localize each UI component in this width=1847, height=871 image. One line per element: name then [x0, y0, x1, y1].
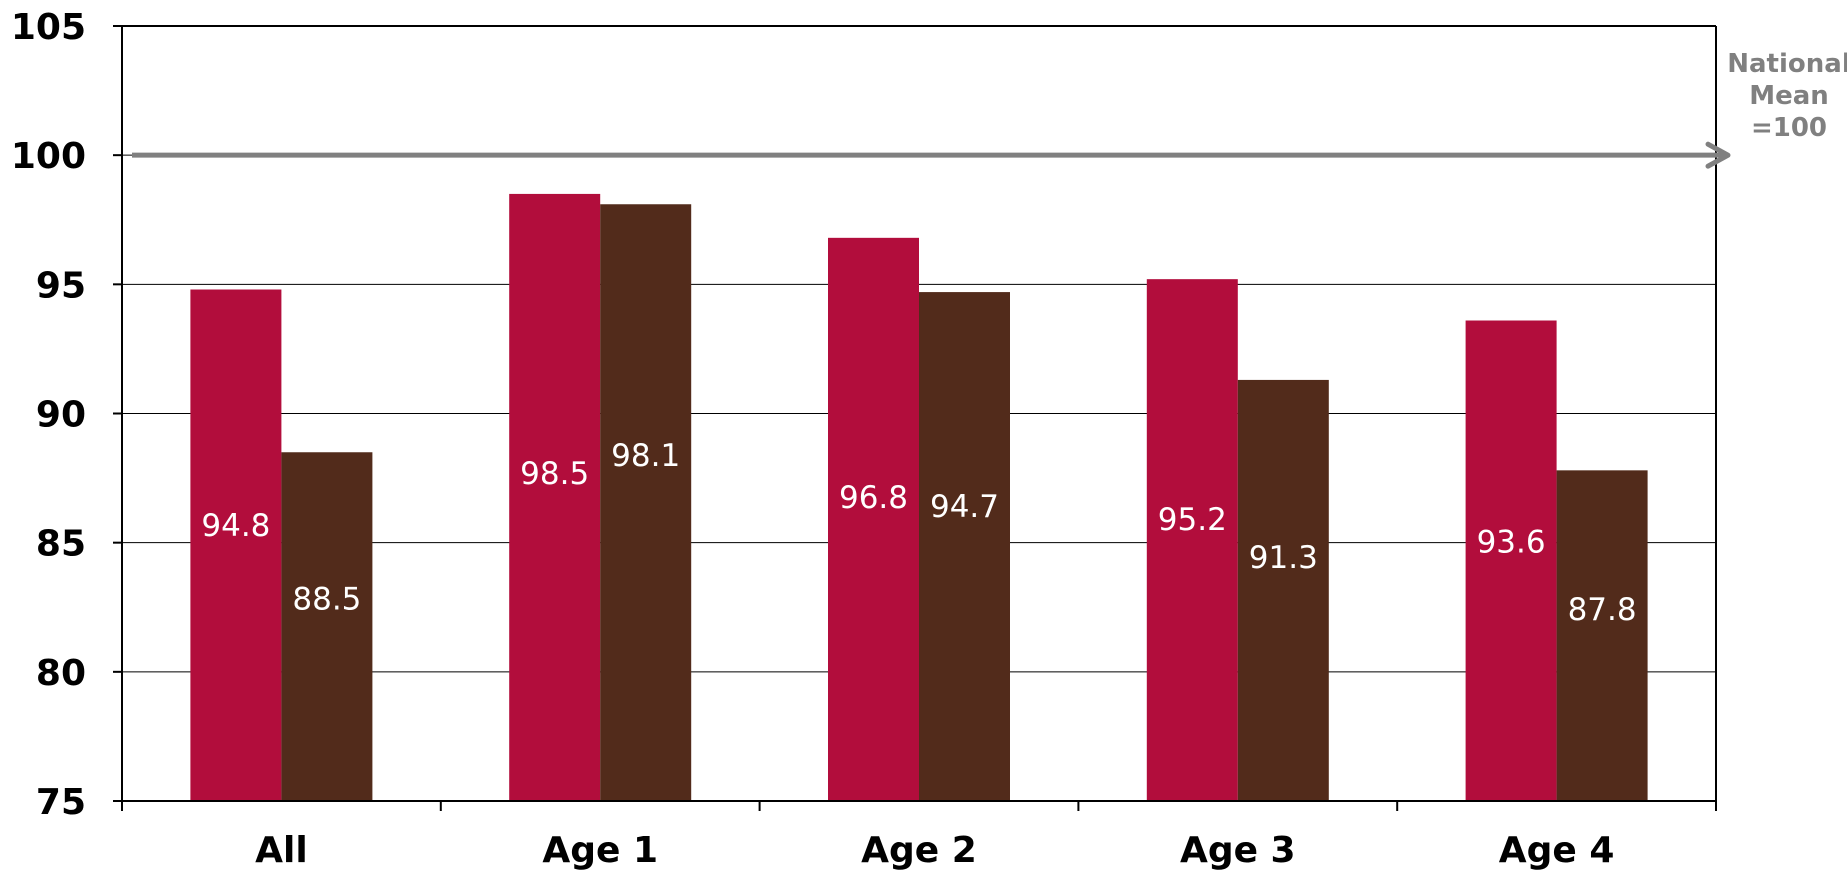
y-tick-label: 90 [36, 395, 86, 436]
x-tick-label: All [255, 830, 308, 871]
reference-label-line-1: National [1727, 49, 1847, 79]
data-label: 93.6 [1477, 525, 1546, 561]
y-tick-label: 80 [36, 653, 86, 694]
data-label: 87.8 [1568, 592, 1637, 628]
x-tick-label: Age 3 [1180, 830, 1296, 871]
reference-arrowhead-icon [1705, 141, 1731, 169]
data-label: 88.5 [292, 582, 361, 618]
bars [190, 193, 1648, 802]
bar [1237, 379, 1329, 801]
y-tick-label: 105 [11, 7, 86, 48]
reference-label-line-2: Mean [1749, 81, 1829, 111]
bar [1465, 320, 1557, 801]
bar [509, 193, 601, 801]
reference-line-group: National Mean =100 [132, 49, 1847, 169]
bar [281, 452, 373, 801]
data-label: 91.3 [1249, 540, 1318, 576]
x-tick-label: Age 1 [542, 830, 658, 871]
bar [1556, 470, 1648, 801]
reference-label-line-3: =100 [1751, 113, 1827, 143]
data-label: 94.8 [201, 508, 270, 544]
data-label: 95.2 [1158, 502, 1227, 538]
data-label: 94.7 [930, 489, 999, 525]
data-label: 98.1 [611, 438, 680, 474]
y-tick-label: 95 [36, 265, 86, 306]
data-label: 96.8 [839, 480, 908, 516]
y-tick-label: 75 [36, 782, 86, 823]
bar [919, 292, 1010, 801]
bar [828, 237, 919, 802]
y-tick-label: 85 [36, 524, 86, 565]
data-labels: 94.8 98.5 96.8 95.2 93.6 88.5 98.1 94.7 91.3 87.8 [201, 438, 1636, 628]
data-label: 98.5 [520, 456, 589, 492]
x-tick-label: Age 4 [1499, 830, 1615, 871]
bar [1146, 279, 1238, 802]
bar [600, 204, 692, 801]
x-tick-label: Age 2 [861, 830, 977, 871]
bar [190, 289, 282, 801]
y-tick-label: 100 [11, 136, 86, 177]
axes: 75 80 85 90 95 100 105 All Age 1 Age 2 Age 3 Age 4 [11, 7, 1717, 871]
